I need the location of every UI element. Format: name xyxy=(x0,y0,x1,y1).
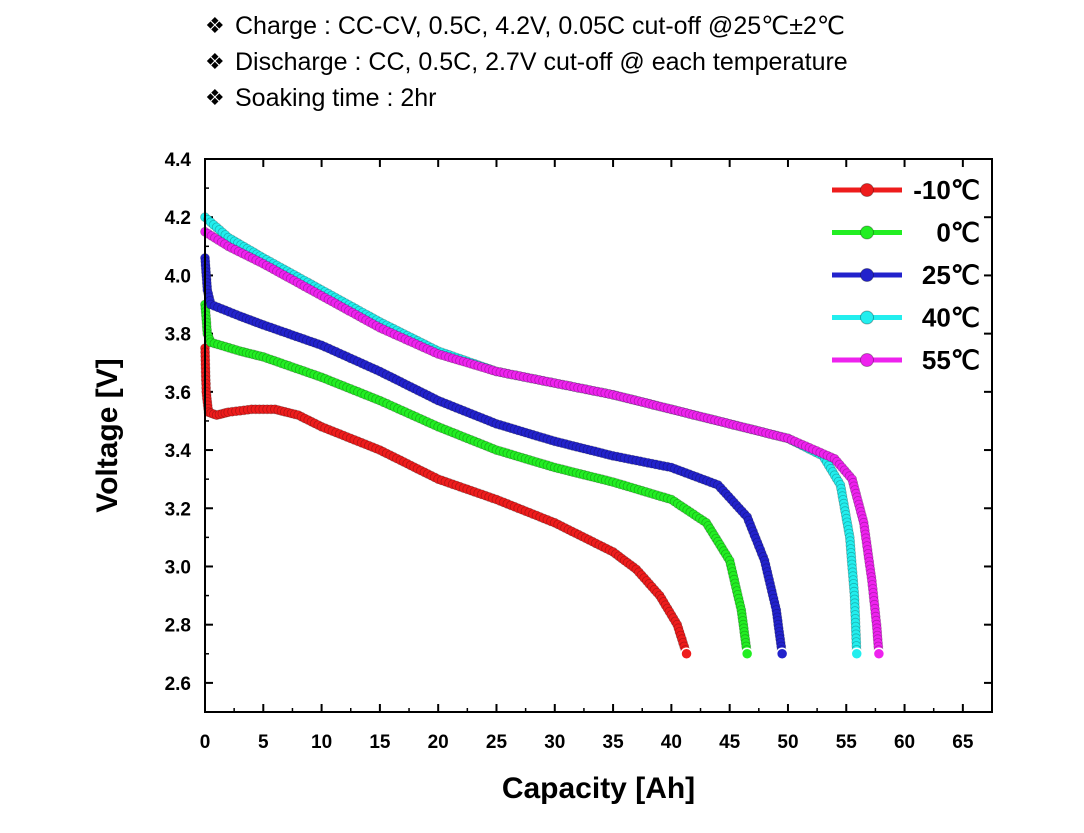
x-tick-label: 20 xyxy=(428,732,449,753)
legend-marker xyxy=(860,353,874,367)
series-3 xyxy=(200,253,789,661)
legend-item: 25℃ xyxy=(832,260,980,290)
diamond-bullet-icon: ❖ xyxy=(205,85,225,111)
legend-label: 25℃ xyxy=(922,260,980,290)
legend-marker xyxy=(860,183,874,197)
legend-item: 40℃ xyxy=(832,303,980,333)
note-text: Charge : CC-CV, 0.5C, 4.2V, 0.05C cut-of… xyxy=(235,12,845,40)
x-tick-label: 65 xyxy=(952,732,974,753)
series-1 xyxy=(200,343,693,661)
note-text: Discharge : CC, 0.5C, 2.7V cut-off @ eac… xyxy=(235,47,848,76)
series-layer xyxy=(200,212,886,661)
y-tick-label: 4.4 xyxy=(165,150,192,171)
axis-ticks: 0 5 10 15 20 25 30 35 40 45 50 55 60 65 2.6 2.8 3.0 3.2 3.… xyxy=(165,150,993,753)
test-conditions: ❖ Charge : CC-CV, 0.5C, 4.2V, 0.05C cut-… xyxy=(205,8,848,116)
x-tick-label: 15 xyxy=(369,732,391,753)
x-axis-title: Capacity [Ah] xyxy=(502,772,695,805)
legend-item: 0℃ xyxy=(832,218,980,248)
series-line xyxy=(201,227,883,658)
series-5 xyxy=(200,226,886,661)
y-tick-label: 3.4 xyxy=(165,441,192,462)
x-tick-label: 60 xyxy=(894,732,915,753)
series-line xyxy=(201,254,787,658)
y-tick-label: 4.0 xyxy=(165,266,191,287)
legend-marker xyxy=(860,268,874,282)
legend: -10℃ 0℃ 25℃ 40℃ 55℃ xyxy=(832,175,980,375)
y-tick-label: 4.2 xyxy=(165,208,191,229)
y-tick-label: 3.0 xyxy=(165,557,191,578)
x-tick-label: 30 xyxy=(544,732,565,753)
plot-frame xyxy=(204,158,993,713)
x-tick-label: 45 xyxy=(719,732,741,753)
x-tick-label: 35 xyxy=(603,732,625,753)
note-charge: ❖ Charge : CC-CV, 0.5C, 4.2V, 0.05C cut-… xyxy=(205,8,848,44)
legend-item: -10℃ xyxy=(832,175,980,205)
y-tick-label: 3.8 xyxy=(165,325,191,346)
note-text: Soaking time : 2hr xyxy=(235,83,437,112)
note-discharge: ❖ Discharge : CC, 0.5C, 2.7V cut-off @ e… xyxy=(205,44,848,80)
x-tick-label: 0 xyxy=(200,732,211,753)
diamond-bullet-icon: ❖ xyxy=(205,49,225,75)
end-point xyxy=(775,647,789,661)
y-tick-label: 2.8 xyxy=(165,616,191,637)
x-tick-label: 55 xyxy=(836,732,858,753)
legend-marker xyxy=(860,225,874,240)
note-soaking: ❖ Soaking time : 2hr xyxy=(205,80,848,116)
y-axis-title: Voltage [V] xyxy=(91,358,124,512)
legend-item: 55℃ xyxy=(832,345,980,375)
legend-label: 0℃ xyxy=(936,218,980,248)
x-tick-label: 25 xyxy=(486,732,508,753)
legend-label: -10℃ xyxy=(913,175,980,205)
x-tick-label: 40 xyxy=(661,732,682,753)
y-tick-label: 3.6 xyxy=(165,383,191,404)
end-point xyxy=(680,647,693,661)
y-tick-label: 3.2 xyxy=(165,499,191,520)
x-tick-label: 10 xyxy=(311,732,332,753)
end-point xyxy=(740,647,754,661)
legend-label: 55℃ xyxy=(922,345,980,375)
x-tick-label: 50 xyxy=(777,732,798,753)
legend-label: 40℃ xyxy=(922,303,980,333)
diamond-bullet-icon: ❖ xyxy=(205,13,225,39)
series-2 xyxy=(200,299,754,661)
x-tick-label: 5 xyxy=(258,732,269,753)
legend-marker xyxy=(860,310,874,325)
end-point xyxy=(850,647,864,661)
y-tick-label: 2.6 xyxy=(165,674,191,695)
end-point xyxy=(872,647,886,661)
